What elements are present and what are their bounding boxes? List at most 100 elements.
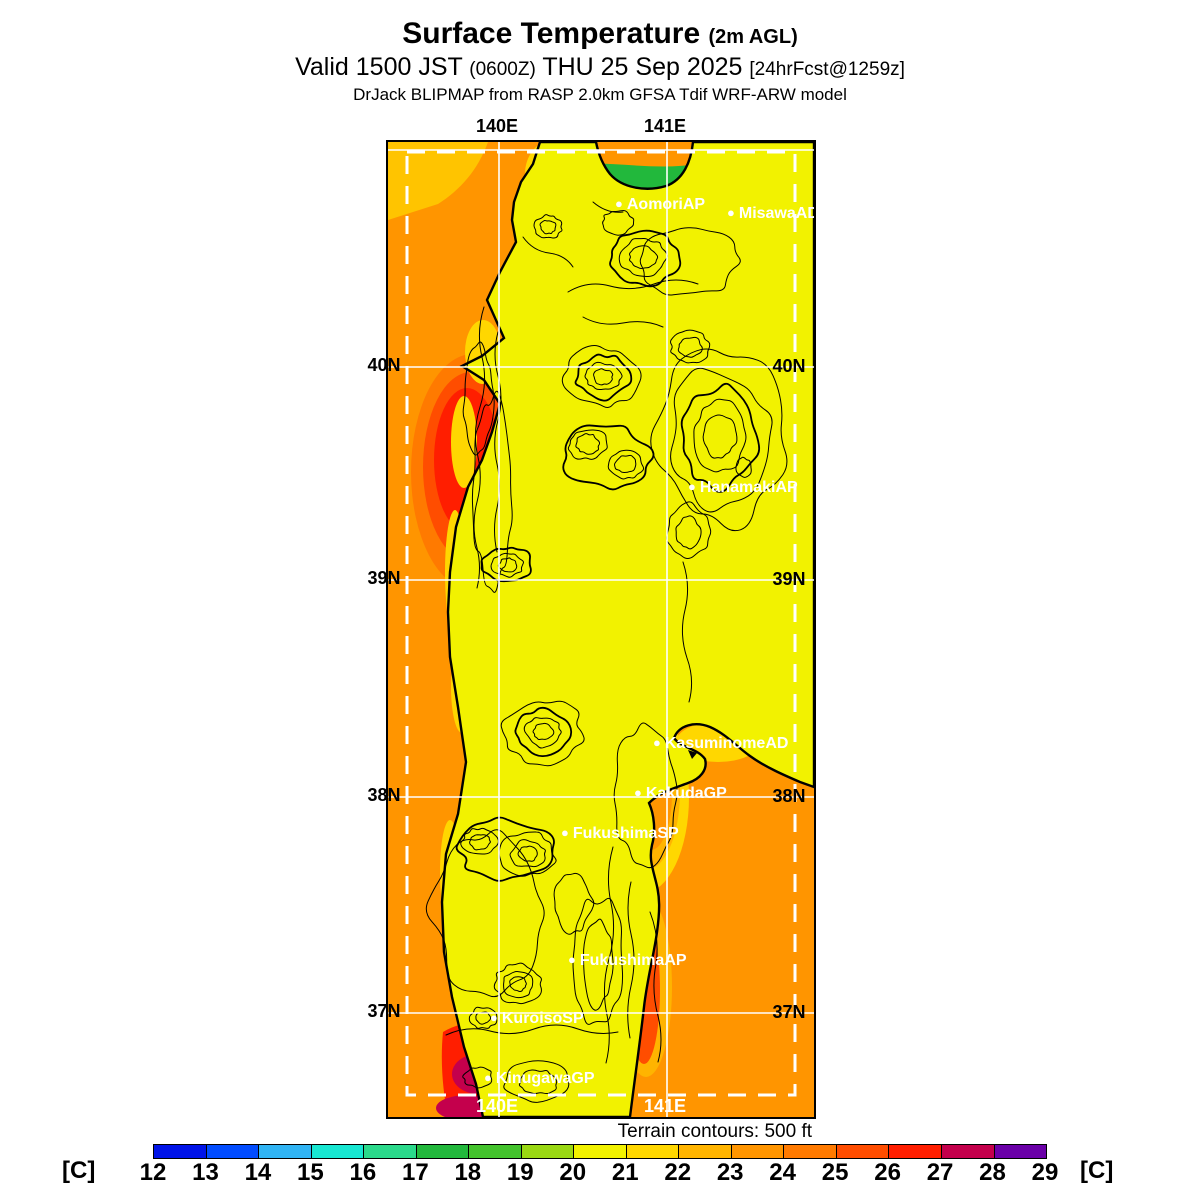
terrain-contour-note: Terrain contours: 500 ft	[617, 1121, 812, 1142]
temperature-field	[388, 142, 814, 1117]
terrain-contour	[425, 829, 545, 998]
colorbar-segment	[730, 1145, 784, 1158]
colorbar-tick: 15	[297, 1159, 324, 1186]
terrain-contour	[503, 971, 534, 999]
terrain-contour	[553, 872, 595, 935]
colorbar-segment	[363, 1145, 416, 1158]
lat-label-right-39n: 39N	[772, 569, 806, 589]
colorbar-tick: 14	[244, 1159, 272, 1186]
colorbar-tick: 28	[979, 1159, 1006, 1186]
colorbar-segment	[678, 1145, 731, 1158]
colorbar-segment	[835, 1145, 889, 1158]
lat-label-left-40n: 40N	[367, 355, 401, 375]
terrain-contour	[582, 918, 614, 1011]
terrain-contour	[533, 214, 563, 239]
terrain-contour	[490, 552, 524, 578]
lat-label-left-37n: 37N	[367, 1001, 401, 1021]
terrain-contour	[593, 368, 614, 386]
colorbar-segment	[520, 1145, 574, 1158]
terrain-contour	[629, 245, 659, 269]
station-dot: ●	[634, 785, 642, 800]
station-dot: ●	[561, 825, 569, 840]
terrain-contour	[523, 717, 562, 749]
colorbar-tick: 27	[926, 1159, 954, 1186]
station-fukushima-sp: ● FukushimaSP	[561, 825, 679, 843]
colorbar-segment	[205, 1145, 259, 1158]
station-label: FukushimaAP	[579, 952, 687, 969]
station-dot: ●	[653, 735, 661, 750]
station-dot: ●	[615, 196, 623, 211]
header: Surface Temperature (2m AGL) Valid 1500 …	[0, 17, 1200, 105]
station-kasuminome-ad: ● KasuminomeAD	[653, 735, 788, 753]
valid-time: Valid 1500 JST	[295, 53, 463, 81]
terrain-contour	[670, 329, 711, 364]
station-label: KasuminomeAD	[664, 735, 789, 752]
terrain-contour	[509, 839, 546, 868]
colorbar-tick: 17	[401, 1159, 429, 1186]
terrain-contour	[677, 336, 703, 358]
station-label: AomoriAP	[626, 196, 706, 213]
colorbar-segment	[573, 1145, 626, 1158]
colorbar-tick: 19	[506, 1159, 534, 1186]
colorbar-segment	[415, 1145, 469, 1158]
colorbar-segment	[888, 1145, 941, 1158]
terrain-contour	[532, 722, 555, 741]
colorbar-tick: 24	[769, 1159, 796, 1186]
station-label: KinugawaGP	[495, 1070, 595, 1087]
colorbar-tick: 25	[821, 1159, 849, 1186]
model-line: DrJack BLIPMAP from RASP 2.0km GFSA Tdif…	[353, 85, 847, 104]
colorbar-segment	[783, 1145, 836, 1158]
lon-label-bottom-141e: 141E	[643, 1096, 687, 1116]
lat-label-right-37n: 37N	[772, 1002, 806, 1022]
graticule-layer	[388, 142, 814, 1117]
terrain-contour	[539, 220, 557, 235]
lat-label-right-40n: 40N	[772, 356, 806, 376]
colorbar-tick: 29	[1031, 1159, 1059, 1186]
station-label: FukushimaSP	[572, 825, 679, 842]
station-label: KuroisoSP	[501, 1010, 584, 1027]
title-text: Surface Temperature	[402, 17, 701, 50]
terrain-contour	[614, 454, 637, 473]
terrain-contour	[460, 827, 499, 855]
station-kinugawa-gp: ● KinugawaGP	[484, 1070, 595, 1088]
terrain-contour	[639, 227, 741, 296]
station-dot: ●	[490, 1010, 498, 1025]
terrain-contour	[471, 390, 513, 593]
colorbar-ticks: 12 13 14 15 16 17 18 19 20 21 22 23 24 25 26 27 28 29	[140, 1159, 1059, 1187]
colorbar-tick: 22	[664, 1159, 692, 1186]
colorbar-segments	[153, 1144, 1047, 1159]
colorbar-unit-left: [C]	[62, 1157, 96, 1184]
lon-label-top-141e: 141E	[643, 116, 687, 136]
colorbar-tick: 16	[349, 1159, 377, 1186]
colorbar-tick: 21	[611, 1159, 639, 1186]
terrain-contour	[517, 845, 538, 862]
colorbar-segment	[154, 1145, 206, 1158]
station-dot: ●	[727, 205, 735, 220]
terrain-contour	[518, 1069, 558, 1095]
terrain-contour	[468, 1006, 498, 1029]
lat-label-right-38n: 38N	[772, 786, 806, 806]
lon-label-bottom-140e: 140E	[475, 1096, 519, 1116]
station-label: KakudaGP	[645, 785, 727, 802]
terrain-contour	[675, 515, 702, 550]
forecast-tag: [24hrFcst@1259z]	[749, 59, 905, 80]
colorbar-segment	[993, 1145, 1047, 1158]
station-kakuda-gp: ● KakudaGP	[634, 785, 727, 803]
terrain-contour	[680, 382, 761, 493]
terrain-contour	[650, 348, 788, 532]
colorbar-tick: 26	[874, 1159, 901, 1186]
terrain-contour	[514, 706, 573, 758]
station-aomori-ap: ● AomoriAP	[615, 196, 705, 214]
colorbar-tick: 13	[192, 1159, 219, 1186]
station-kuroiso-sp: ● KuroisoSP	[490, 1010, 584, 1028]
valid-date: THU 25 Sep 2025	[542, 53, 743, 81]
terrain-contour	[562, 424, 655, 491]
terrain-contour	[462, 1066, 493, 1089]
station-label: HanamakiAP	[699, 479, 798, 496]
terrain-contour	[572, 897, 624, 1025]
terrain-contour	[584, 361, 623, 390]
station-misawa-ad: ● MisawaAD	[727, 205, 814, 223]
colorbar-segment	[258, 1145, 311, 1158]
terrain-contour	[475, 1011, 492, 1025]
terrain-contour	[561, 345, 642, 408]
